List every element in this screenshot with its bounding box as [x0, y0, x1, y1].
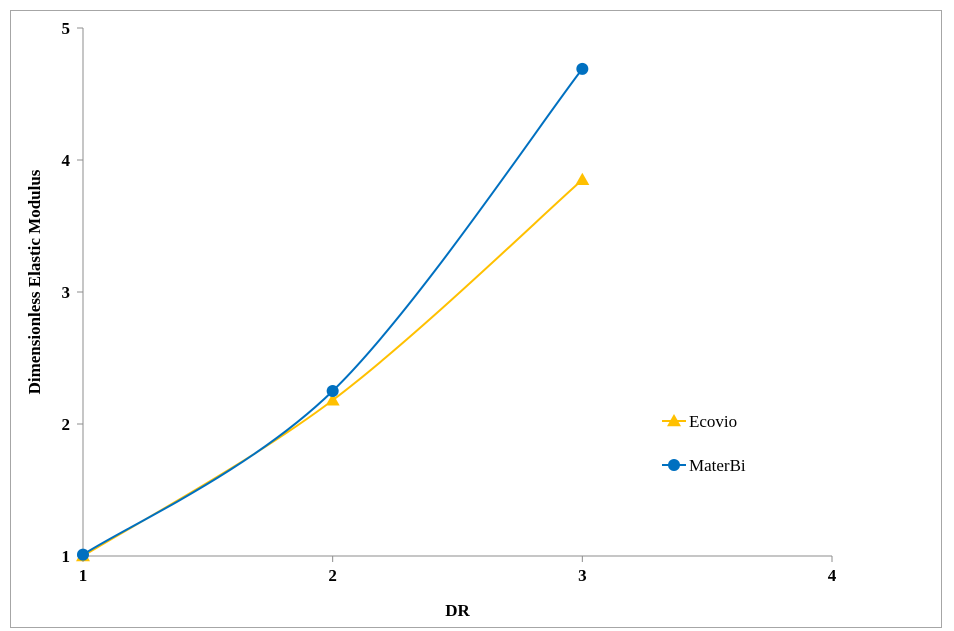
series-materbi	[77, 62, 589, 561]
legend-label: Ecovio	[689, 412, 737, 431]
series-ecovio	[76, 172, 590, 562]
axes	[82, 28, 832, 557]
materbi-data-point	[77, 548, 89, 561]
legend-item-materbi: MaterBi	[662, 456, 746, 475]
legend-marker	[667, 414, 681, 427]
y-tick-label: 2	[62, 415, 71, 434]
legend-item-ecovio: Ecovio	[662, 412, 737, 431]
legend: Ecovio MaterBi	[662, 412, 746, 475]
x-tick-label: 3	[578, 566, 587, 585]
series	[76, 62, 590, 562]
y-tick-label: 3	[62, 283, 71, 302]
x-tick-label: 1	[79, 566, 88, 585]
chart-frame	[10, 10, 942, 628]
ecovio-data-point	[325, 393, 340, 406]
ecovio-data-point	[575, 172, 590, 186]
ecovio-line	[82, 179, 583, 557]
legend-marker	[668, 459, 680, 471]
materbi-line	[82, 68, 584, 556]
x-axis-title: DR	[445, 601, 470, 620]
x-tick-label: 2	[328, 566, 337, 585]
x-tick-label: 4	[828, 566, 837, 585]
y-tick-label: 1	[62, 547, 71, 566]
ticks: 1 2 3 4 1 2 3 4 5	[62, 19, 837, 585]
materbi-data-point	[326, 385, 339, 397]
y-tick-label: 4	[62, 151, 71, 170]
y-axis-title: Dimensionless Elastic Modulus	[25, 169, 44, 394]
materbi-data-point	[576, 62, 589, 75]
legend-label: MaterBi	[689, 456, 746, 475]
y-tick-label: 5	[62, 19, 71, 38]
